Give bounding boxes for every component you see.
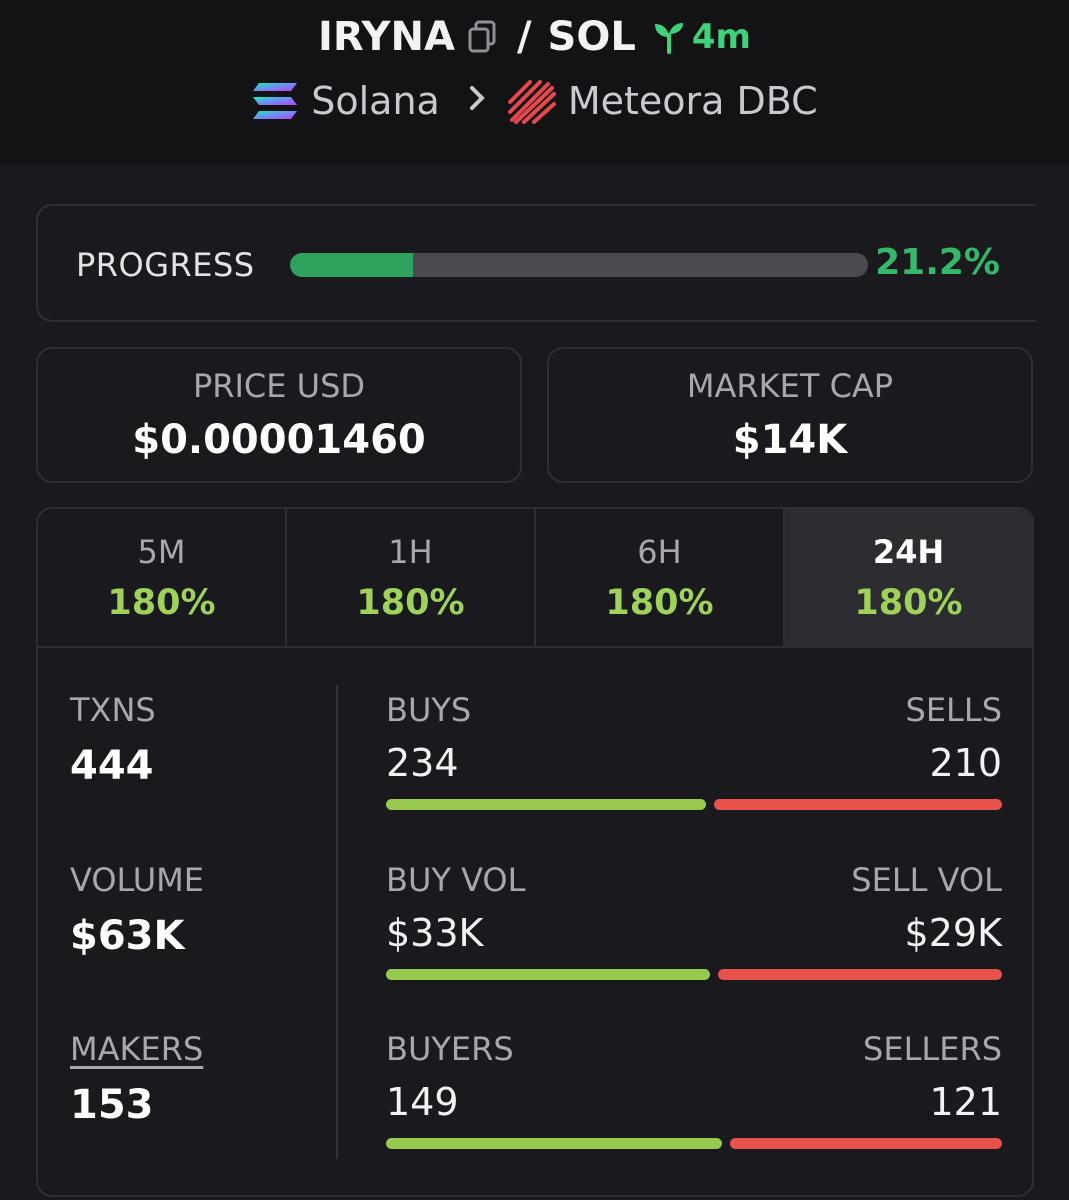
sprout-icon xyxy=(654,23,683,54)
buy-ratio-bar xyxy=(386,799,707,810)
tab-price-change: 180% xyxy=(107,583,216,623)
buyers-ratio-bar xyxy=(386,1138,1002,1149)
market-cap-label: MARKET CAP xyxy=(686,367,894,405)
progress-value: 21.2% xyxy=(875,242,1000,283)
chevron-right-icon xyxy=(468,81,486,121)
buys-value: 234 xyxy=(386,741,459,785)
progress-bar xyxy=(290,253,868,277)
pair-separator: / xyxy=(516,14,532,60)
tab-label: 5M xyxy=(137,533,186,571)
volume-ratio-bar xyxy=(386,969,1002,980)
makers-stat: MAKERS 153 xyxy=(70,1030,203,1128)
quote-symbol: SOL xyxy=(547,14,636,60)
progress-label: PROGRESS xyxy=(76,246,255,284)
makers-value: 153 xyxy=(70,1082,154,1128)
pair-age: 4m xyxy=(652,17,751,57)
progress-bar-fill xyxy=(290,253,413,277)
buyers-label: BUYERS xyxy=(386,1030,514,1068)
chain-breadcrumb: Solana Meteora DBC xyxy=(0,78,1069,124)
pair-title: IRYNA / SOL 4m xyxy=(0,14,1069,60)
column-divider xyxy=(336,685,338,1159)
sell-ratio-bar xyxy=(717,969,1002,980)
buys-label: BUYS xyxy=(386,691,472,729)
trading-stats-card: 5M 180% 1H 180% 6H 180% 24H 180% TXNS 44… xyxy=(36,507,1034,1197)
price-usd-value: $0.00001460 xyxy=(132,417,426,463)
volume-label: VOLUME xyxy=(70,861,204,899)
market-cap-card: MARKET CAP $14K xyxy=(547,347,1033,483)
buy-vol-value: $33K xyxy=(386,911,484,955)
volume-stat: VOLUME $63K xyxy=(70,861,204,959)
sell-ratio-bar xyxy=(714,799,1002,810)
tab-label: 24H xyxy=(872,533,945,571)
price-usd-card: PRICE USD $0.00001460 xyxy=(36,347,522,483)
buy-vol-label: BUY VOL xyxy=(386,861,526,899)
tab-1h[interactable]: 1H 180% xyxy=(287,509,536,648)
tab-24h[interactable]: 24H 180% xyxy=(785,509,1032,648)
tab-5m[interactable]: 5M 180% xyxy=(38,509,287,648)
sell-vol-label: SELL VOL xyxy=(851,861,1002,899)
sell-vol-value: $29K xyxy=(904,911,1002,955)
makers-label[interactable]: MAKERS xyxy=(70,1030,204,1068)
pair-header: IRYNA / SOL 4m xyxy=(0,0,1069,166)
tab-price-change: 180% xyxy=(605,583,714,623)
buy-ratio-bar xyxy=(386,1138,722,1149)
txns-stat: TXNS 444 xyxy=(70,691,156,789)
tab-label: 1H xyxy=(388,533,433,571)
solana-logo-icon xyxy=(251,81,299,121)
price-usd-label: PRICE USD xyxy=(192,367,366,405)
bonding-progress-card: PROGRESS 21.2% xyxy=(36,204,1036,322)
tab-label: 6H xyxy=(637,533,682,571)
sellers-label: SELLERS xyxy=(863,1030,1002,1068)
token-symbol: IRYNA xyxy=(318,14,455,60)
sells-label: SELLS xyxy=(905,691,1003,729)
buy-ratio-bar xyxy=(386,969,710,980)
buyers-sellers-split: BUYERS SELLERS 149 121 xyxy=(386,1030,1002,1149)
buys-sells-ratio-bar xyxy=(386,799,1002,810)
buy-sell-volume-split: BUY VOL SELL VOL $33K $29K xyxy=(386,861,1002,980)
sell-ratio-bar xyxy=(729,1138,1002,1149)
txns-label: TXNS xyxy=(70,691,156,729)
tab-price-change: 180% xyxy=(356,583,465,623)
dex-name[interactable]: Meteora DBC xyxy=(567,79,818,123)
tab-price-change: 180% xyxy=(854,583,963,623)
market-cap-value: $14K xyxy=(732,417,848,463)
timeframe-tabs: 5M 180% 1H 180% 6H 180% 24H 180% xyxy=(38,509,1032,648)
pair-age-text: 4m xyxy=(691,17,751,57)
sellers-value: 121 xyxy=(929,1080,1002,1124)
buys-sells-split: BUYS SELLS 234 210 xyxy=(386,691,1002,810)
sells-value: 210 xyxy=(929,741,1002,785)
buyers-value: 149 xyxy=(386,1080,459,1124)
copy-icon[interactable] xyxy=(467,20,497,54)
txns-value: 444 xyxy=(70,743,154,789)
chain-name[interactable]: Solana xyxy=(311,79,440,123)
volume-value: $63K xyxy=(70,913,185,959)
meteora-logo-icon xyxy=(507,78,556,124)
tab-6h[interactable]: 6H 180% xyxy=(536,509,785,648)
